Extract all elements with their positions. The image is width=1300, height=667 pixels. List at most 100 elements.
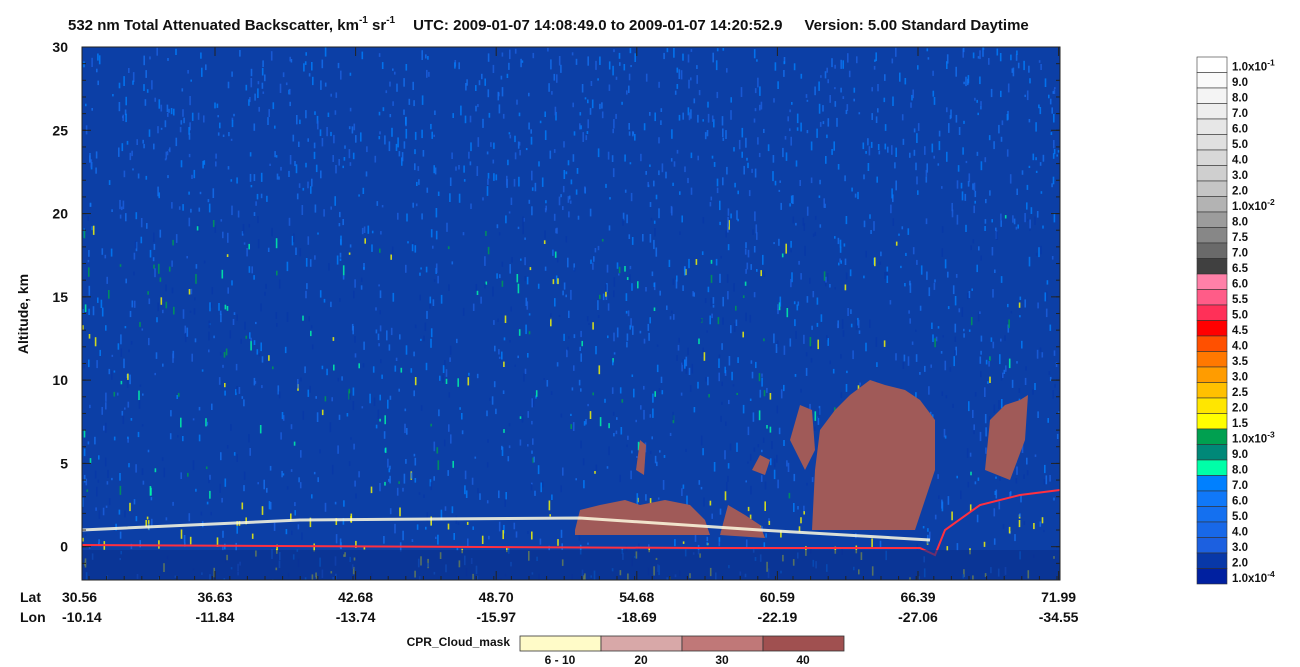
noise-cell — [267, 247, 270, 252]
noise-cell — [133, 252, 136, 260]
cloud-layer — [575, 380, 1028, 538]
noise-cell — [676, 275, 678, 282]
noise-cell — [953, 356, 955, 367]
noise-cell — [202, 160, 204, 169]
noise-cell — [209, 474, 211, 480]
noise-cell — [979, 311, 981, 314]
colorbar-label-base: 6.0 — [1232, 496, 1248, 508]
noise-cell — [218, 377, 221, 385]
noise-cell — [706, 542, 708, 545]
noise-cell — [755, 224, 758, 234]
noise-cell — [414, 324, 417, 329]
noise-cell — [216, 103, 219, 108]
noise-cell — [777, 308, 779, 315]
noise-cell — [999, 53, 1002, 62]
noise-cell — [95, 507, 97, 511]
noise-cell — [379, 290, 382, 299]
noise-cell — [173, 108, 175, 116]
noise-cell — [271, 227, 273, 237]
noise-cell — [892, 96, 894, 106]
cloud-mask-label: 40 — [796, 653, 810, 667]
noise-cell — [826, 67, 828, 73]
noise-cell — [613, 49, 615, 53]
noise-cell — [745, 480, 747, 483]
noise-cell — [613, 352, 616, 355]
noise-cell — [803, 223, 806, 231]
noise-cell — [402, 487, 404, 492]
noise-cell — [909, 318, 911, 324]
noise-cell — [685, 269, 687, 276]
noise-cell — [152, 257, 155, 262]
noise-cell — [615, 430, 618, 435]
noise-cell — [413, 351, 415, 357]
noise-cell — [381, 205, 384, 208]
noise-cell — [84, 533, 87, 536]
colorbar-swatch — [1196, 56, 1228, 73]
noise-cell — [363, 341, 365, 350]
noise-cell — [251, 266, 253, 274]
noise-cell — [728, 220, 730, 230]
colorbar-swatch — [1196, 506, 1228, 523]
noise-cell — [349, 392, 351, 400]
noise-cell — [119, 531, 122, 539]
noise-cell — [1016, 188, 1018, 195]
noise-cell — [324, 47, 327, 57]
noise-cell — [946, 54, 949, 64]
noise-cell — [310, 330, 312, 337]
noise-cell — [154, 97, 156, 102]
noise-cell — [585, 419, 587, 425]
noise-cell — [305, 290, 307, 299]
noise-cell — [613, 290, 615, 298]
noise-cell — [433, 134, 435, 137]
noise-cell — [760, 270, 762, 277]
x-tick-label-lon: -34.55 — [1039, 609, 1079, 625]
noise-cell — [338, 223, 341, 227]
noise-cell — [910, 102, 912, 108]
noise-cell — [317, 120, 319, 130]
noise-cell — [243, 399, 245, 407]
noise-cell — [92, 225, 95, 235]
noise-cell — [414, 245, 417, 253]
noise-cell — [180, 160, 183, 168]
noise-cell — [955, 66, 957, 77]
noise-cell — [401, 152, 404, 162]
noise-cell — [948, 123, 950, 133]
noise-cell — [532, 52, 535, 59]
noise-cell — [209, 490, 211, 499]
noise-cell — [309, 517, 312, 528]
noise-cell — [168, 108, 170, 113]
noise-cell — [334, 110, 337, 115]
noise-cell — [167, 175, 169, 179]
noise-cell — [805, 352, 808, 357]
noise-cell — [420, 338, 422, 341]
noise-cell — [620, 427, 623, 435]
noise-cell — [554, 298, 556, 307]
noise-cell — [837, 237, 840, 245]
noise-cell — [967, 481, 970, 488]
noise-cell — [811, 325, 813, 330]
noise-cell — [386, 330, 388, 341]
noise-cell — [789, 338, 792, 347]
noise-cell — [486, 186, 489, 196]
noise-cell — [783, 61, 786, 65]
noise-cell — [380, 231, 382, 235]
noise-cell — [618, 266, 621, 274]
noise-cell — [489, 397, 491, 401]
noise-cell — [757, 137, 759, 145]
noise-cell — [264, 291, 266, 296]
noise-cell — [636, 456, 638, 458]
noise-cell — [233, 452, 236, 456]
surface-return — [82, 516, 931, 542]
colorbar-swatch — [1196, 211, 1228, 228]
noise-cell — [530, 484, 533, 491]
noise-cell — [537, 465, 540, 475]
noise-cell — [534, 182, 537, 192]
noise-cell — [360, 132, 362, 142]
noise-cell — [915, 329, 917, 332]
noise-cell — [649, 234, 652, 243]
noise-cell — [895, 180, 897, 191]
noise-cell — [200, 511, 203, 516]
noise-cell — [690, 49, 693, 52]
noise-cell — [764, 481, 767, 490]
noise-cell — [973, 430, 975, 435]
